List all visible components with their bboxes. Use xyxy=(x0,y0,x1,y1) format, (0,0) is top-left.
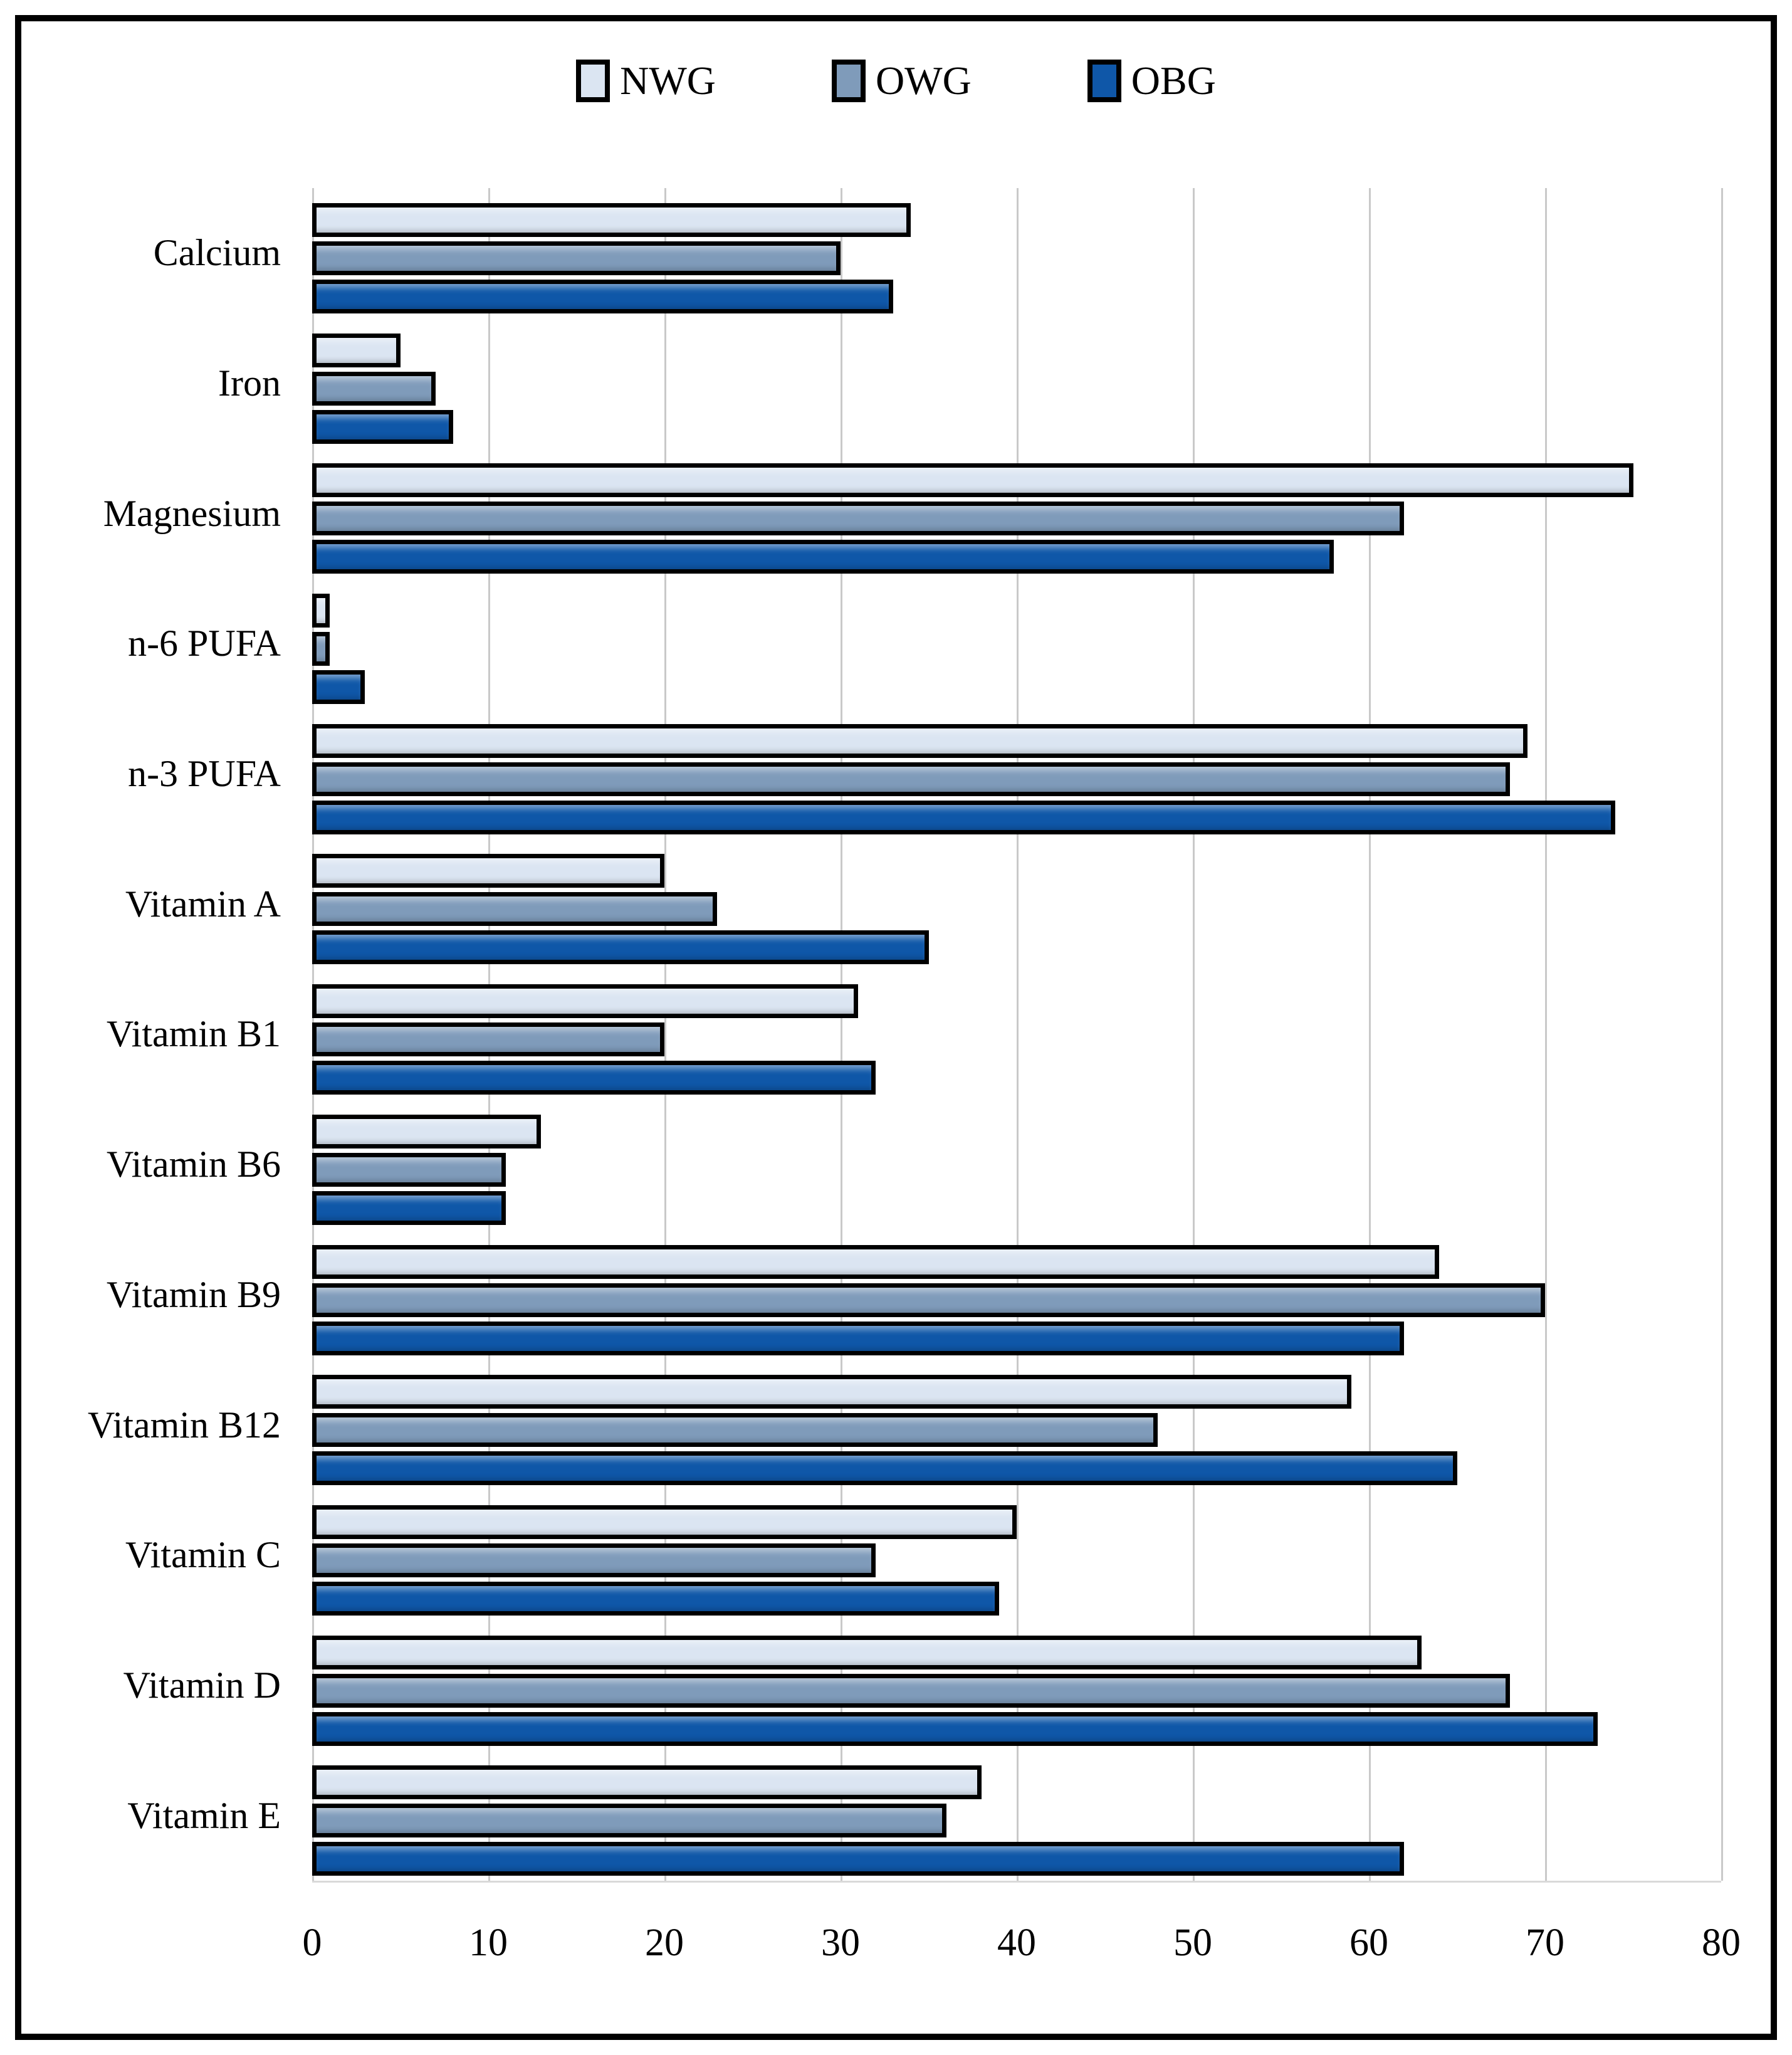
x-tick-label-10: 10 xyxy=(469,1921,508,1964)
legend-item-owg: OWG xyxy=(831,58,972,104)
bar-owg-vitamin-a xyxy=(312,892,718,927)
legend-label-nwg: NWG xyxy=(620,58,716,103)
gridline-70 xyxy=(1545,188,1547,1881)
x-tick-label-0: 0 xyxy=(302,1921,322,1964)
bar-group-vitamin-b1 xyxy=(312,969,1721,1100)
bar-obg-n-3-pufa xyxy=(312,800,1616,834)
legend: NWG OWG OBG xyxy=(21,58,1771,104)
bar-obg-vitamin-b1 xyxy=(312,1061,876,1095)
gridline-80 xyxy=(1721,188,1723,1881)
bar-nwg-vitamin-c xyxy=(312,1505,1017,1539)
x-tick-label-80: 80 xyxy=(1702,1921,1741,1964)
category-label-n-6-pufa: n-6 PUFA xyxy=(128,623,281,665)
category-axis-labels: Calcium Iron Magnesium n-6 PUFA n-3 PUFA Vita… xyxy=(21,188,297,1881)
bar-obg-vitamin-b12 xyxy=(312,1451,1457,1486)
bar-nwg-vitamin-a xyxy=(312,854,664,888)
gridline-60 xyxy=(1369,188,1371,1881)
x-tick-label-50: 50 xyxy=(1173,1921,1212,1964)
bar-owg-calcium xyxy=(312,241,841,275)
bar-owg-vitamin-b6 xyxy=(312,1152,506,1187)
value-axis-labels: 0 10 20 30 40 50 60 70 80 xyxy=(303,1921,1741,1996)
category-label-vitamin-b6: Vitamin B6 xyxy=(106,1143,281,1185)
category-label-vitamin-b9: Vitamin B9 xyxy=(106,1273,281,1315)
bar-group-magnesium xyxy=(312,448,1721,579)
legend-item-obg: OBG xyxy=(1087,58,1216,104)
category-label-calcium: Calcium xyxy=(153,232,281,274)
bar-owg-n-3-pufa xyxy=(312,762,1510,796)
legend-label-owg: OWG xyxy=(875,58,972,103)
bar-group-vitamin-c xyxy=(312,1490,1721,1621)
bar-owg-vitamin-c xyxy=(312,1543,876,1577)
category-label-vitamin-e: Vitamin E xyxy=(127,1794,281,1836)
category-label-vitamin-a: Vitamin A xyxy=(125,883,281,925)
gridline-20 xyxy=(664,188,666,1881)
bar-nwg-vitamin-b6 xyxy=(312,1114,542,1148)
bar-nwg-vitamin-b1 xyxy=(312,984,859,1019)
bar-group-iron xyxy=(312,318,1721,449)
bar-group-vitamin-d xyxy=(312,1621,1721,1751)
legend-swatch-owg xyxy=(831,60,866,102)
bar-owg-vitamin-b1 xyxy=(312,1022,664,1057)
bar-owg-vitamin-d xyxy=(312,1673,1510,1708)
bar-nwg-vitamin-b12 xyxy=(312,1375,1351,1409)
x-tick-label-70: 70 xyxy=(1526,1921,1564,1964)
category-label-vitamin-b12: Vitamin B12 xyxy=(87,1404,281,1446)
bar-nwg-vitamin-b9 xyxy=(312,1244,1440,1279)
category-label-n-3-pufa: n-3 PUFA xyxy=(128,753,281,795)
bar-nwg-iron xyxy=(312,333,401,367)
bar-obg-magnesium xyxy=(312,540,1334,574)
bar-owg-vitamin-b12 xyxy=(312,1413,1158,1448)
x-tick-label-30: 30 xyxy=(821,1921,860,1964)
legend-item-nwg: NWG xyxy=(576,58,716,104)
bar-obg-vitamin-a xyxy=(312,930,929,965)
bar-owg-n-6-pufa xyxy=(312,632,330,666)
bar-nwg-n-3-pufa xyxy=(312,723,1527,758)
bar-nwg-vitamin-e xyxy=(312,1765,982,1800)
category-label-vitamin-c: Vitamin C xyxy=(125,1534,281,1576)
bar-owg-magnesium xyxy=(312,502,1405,536)
bar-group-vitamin-b12 xyxy=(312,1360,1721,1490)
x-tick-label-20: 20 xyxy=(645,1921,684,1964)
category-label-magnesium: Magnesium xyxy=(103,492,281,534)
bar-obg-calcium xyxy=(312,280,894,313)
bar-nwg-calcium xyxy=(312,203,911,237)
category-label-vitamin-b1: Vitamin B1 xyxy=(106,1013,281,1055)
bar-group-n-3-pufa xyxy=(312,709,1721,839)
legend-swatch-nwg xyxy=(576,60,610,102)
bar-group-vitamin-e xyxy=(312,1750,1721,1881)
bar-nwg-n-6-pufa xyxy=(312,594,330,628)
bar-owg-vitamin-b9 xyxy=(312,1283,1545,1317)
bar-nwg-vitamin-d xyxy=(312,1635,1422,1669)
legend-label-obg: OBG xyxy=(1131,58,1216,103)
bar-nwg-magnesium xyxy=(312,463,1633,498)
x-tick-label-60: 60 xyxy=(1349,1921,1388,1964)
bar-obg-vitamin-b6 xyxy=(312,1190,506,1225)
bar-group-n-6-pufa xyxy=(312,579,1721,709)
bar-obg-vitamin-c xyxy=(312,1581,999,1616)
x-tick-label-40: 40 xyxy=(997,1921,1036,1964)
gridline-30 xyxy=(841,188,842,1881)
category-label-iron: Iron xyxy=(218,362,281,404)
bar-group-calcium xyxy=(312,188,1721,318)
bar-owg-vitamin-e xyxy=(312,1804,946,1838)
gridline-50 xyxy=(1193,188,1195,1881)
bar-group-vitamin-b6 xyxy=(312,1100,1721,1230)
plot-area xyxy=(312,188,1723,1883)
bar-obg-n-6-pufa xyxy=(312,670,365,705)
bar-group-vitamin-a xyxy=(312,839,1721,969)
bar-obg-vitamin-b9 xyxy=(312,1321,1405,1355)
bar-group-vitamin-b9 xyxy=(312,1230,1721,1360)
category-label-vitamin-d: Vitamin D xyxy=(123,1664,281,1706)
bar-obg-vitamin-e xyxy=(312,1842,1405,1876)
bar-owg-iron xyxy=(312,371,436,406)
chart-frame: NWG OWG OBG Calcium Iron Magnesium n-6 PUFA… xyxy=(15,15,1777,2040)
gridline-40 xyxy=(1017,188,1019,1881)
bar-obg-iron xyxy=(312,409,453,444)
bar-obg-vitamin-d xyxy=(312,1711,1598,1746)
legend-swatch-obg xyxy=(1087,60,1121,102)
